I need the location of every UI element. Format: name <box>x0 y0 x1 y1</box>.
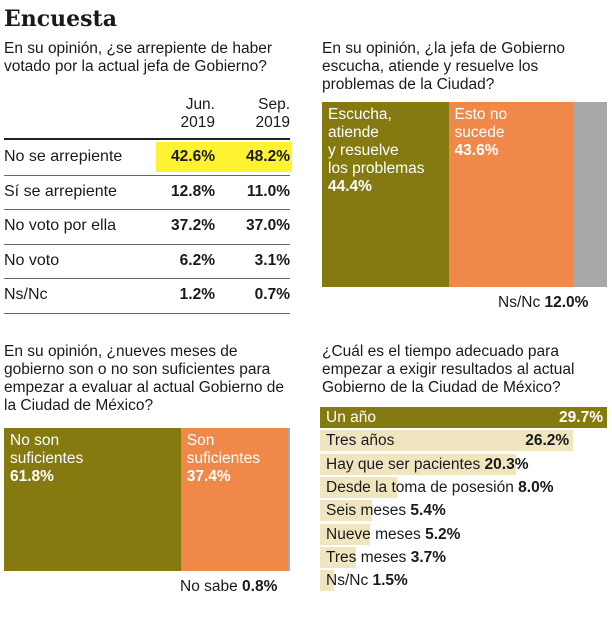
row-value: 42.6% <box>171 148 215 165</box>
sufficient-segment-label-line: No son <box>10 432 60 449</box>
results-bar-label: Tres años <box>326 430 394 451</box>
results-category: Seis meses <box>326 502 411 520</box>
results-category: Tres meses <box>326 548 411 566</box>
listens-segment-label-line: Esto no <box>454 106 508 123</box>
row-divider <box>4 278 290 279</box>
column-header-line: 2019 <box>180 114 215 131</box>
listens-segment <box>448 102 573 287</box>
sufficient-caption-value: 0.8% <box>242 578 278 595</box>
row-label: Sí se arrepiente <box>4 182 117 200</box>
listens-segment-label-line: sucede <box>454 124 505 141</box>
results-value: 3.7% <box>410 548 447 566</box>
row-value: 37.2% <box>171 217 215 234</box>
row-label: No se arrepiente <box>4 148 123 165</box>
sufficient-segment-value: 61.8% <box>10 468 54 485</box>
results-bar-label: Hay que ser pacientes 20.3% <box>326 454 529 475</box>
results-bar-label: Nueve meses 5.2% <box>326 524 460 545</box>
results-category: Tres años <box>326 432 395 450</box>
listens-segment-label: Escucha, atiende y resuelve los problemas 44… <box>328 106 425 196</box>
results-bar-label: Seis meses 5.4% <box>326 500 446 521</box>
results-bar-label: Desde la toma de posesión 8.0% <box>326 477 554 498</box>
sufficient-segment-label-line: suficientes <box>10 450 84 467</box>
sufficient-segment-label-line: Son <box>186 432 215 449</box>
listens-segment-label: Esto no sucede 43.6% <box>455 106 508 160</box>
results-value: 8.0% <box>518 478 554 496</box>
results-bar <box>320 430 574 452</box>
listens-segment-label-line: y resuelve <box>328 142 399 159</box>
row-value: 3.1% <box>254 251 290 269</box>
table-question: En su opinión, ¿se arrepiente de haber v… <box>4 40 272 75</box>
row-value: 0.7% <box>254 286 290 303</box>
sufficient-caption-label: No sabe <box>180 578 243 595</box>
results-bar <box>320 476 398 498</box>
listens-segment <box>322 102 449 287</box>
listens-segment-label-line: atiende <box>328 124 379 141</box>
row-value: 37.0% <box>246 217 290 234</box>
listens-segment-value: 44.4% <box>328 178 372 195</box>
listens-caption-label: Ns/Nc <box>498 294 545 311</box>
results-category: Nueve meses <box>326 525 426 543</box>
row-label: No voto por ella <box>4 217 117 234</box>
column-header-line: 2019 <box>255 114 290 131</box>
row-divider <box>4 243 290 245</box>
results-bar-label: Tres meses 3.7% <box>326 547 446 568</box>
results-bar <box>320 570 335 592</box>
row-value: 11.0% <box>246 182 290 200</box>
sufficient-segment-label: Son suficientes 37.4% <box>187 432 260 486</box>
results-category: Desde la toma de posesión <box>326 478 519 496</box>
results-bar <box>320 546 356 568</box>
listens-question: En su opinión, ¿la jefa de Gobierno escu… <box>322 40 565 93</box>
highlight-band <box>156 142 292 172</box>
listens-segment <box>572 102 607 287</box>
results-value: 20.3% <box>484 455 529 473</box>
row-value: 1.2% <box>179 286 215 303</box>
table-top-line <box>4 138 290 140</box>
results-bar <box>320 523 371 545</box>
results-bar <box>320 453 517 475</box>
results-category: Hay que ser pacientes <box>326 455 485 473</box>
row-divider <box>4 174 290 176</box>
sufficient-segment-value: 37.4% <box>186 468 231 485</box>
sufficient-segment <box>180 428 288 571</box>
row-divider <box>4 312 290 314</box>
row-value: 6.2% <box>179 251 215 269</box>
column-header: Jun. 2019 <box>145 96 215 132</box>
sufficient-segment <box>4 428 181 571</box>
row-value: 48.2% <box>246 148 290 165</box>
sufficient-segment <box>287 428 290 571</box>
results-value: 26.2% <box>525 432 570 450</box>
row-label: Ns/Nc <box>4 286 48 303</box>
results-value: 5.2% <box>425 525 461 543</box>
listens-segment-value: 43.6% <box>454 142 499 159</box>
sufficient-segment-label: No son suficientes 61.8% <box>10 432 83 486</box>
column-header-line: Jun. <box>185 96 215 113</box>
sufficient-caption: No sabe 0.8% <box>180 578 277 596</box>
results-bar <box>320 407 607 428</box>
row-value: 12.8% <box>171 182 215 200</box>
listens-segment-label-line: los problemas <box>328 160 425 177</box>
results-category: Un año <box>326 409 376 426</box>
row-label: No voto <box>4 251 60 269</box>
results-bar-label: Un año <box>326 407 376 428</box>
sufficient-segment-label-line: suficientes <box>186 450 260 467</box>
sufficient-question: En su opinión, ¿nueves meses de gobierno… <box>4 343 285 414</box>
results-bar-label: Ns/Nc 1.5% <box>326 570 408 591</box>
results-value: 5.4% <box>410 502 446 520</box>
column-header: Sep. 2019 <box>220 96 290 132</box>
results-category: Ns/Nc <box>326 572 373 590</box>
listens-caption-value: 12.0% <box>544 294 589 311</box>
results-bar <box>320 500 373 522</box>
page-title: Encuesta <box>4 6 117 32</box>
listens-segment-label-line: Escucha, <box>328 106 392 123</box>
column-header-line: Sep. <box>258 96 290 113</box>
results-value: 1.5% <box>372 572 408 590</box>
listens-caption: Ns/Nc 12.0% <box>498 294 588 312</box>
results-value: 29.7% <box>559 409 603 426</box>
row-divider <box>4 209 290 210</box>
results-time-question: ¿Cuál es el tiempo adecuado para empezar… <box>322 343 575 396</box>
